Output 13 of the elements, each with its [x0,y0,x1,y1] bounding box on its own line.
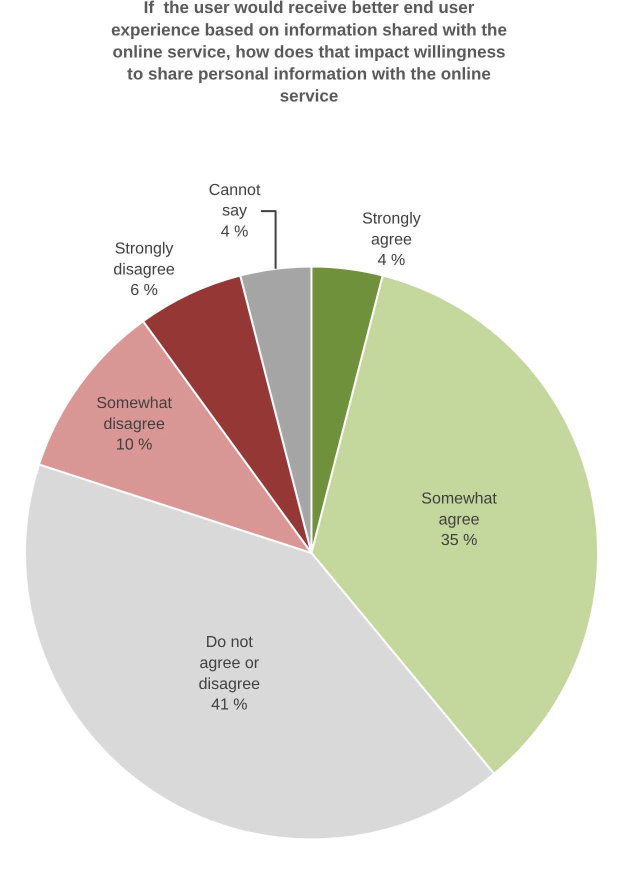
data-label: 6 % [130,282,158,300]
slice-label: Cannot say [208,182,261,220]
slice-label: Somewhat disagree [96,395,173,433]
chart-title: If the user would receive better end user experience based on information shared with the online service, how does that impact willingness to share personal information with the online service [111,0,507,106]
data-label: 4 % [220,223,248,240]
slice-label: Strongly agree [362,210,421,248]
data-label: 35 % [440,532,478,550]
slice-label: Strongly disagree [113,240,175,278]
data-label: 41 % [211,696,248,714]
data-label: 4 % [378,252,406,270]
slice-label: Somewhat agree [421,490,498,528]
data-label: 10 % [116,436,152,454]
slice-label: Do not agree or disagree [198,634,260,693]
